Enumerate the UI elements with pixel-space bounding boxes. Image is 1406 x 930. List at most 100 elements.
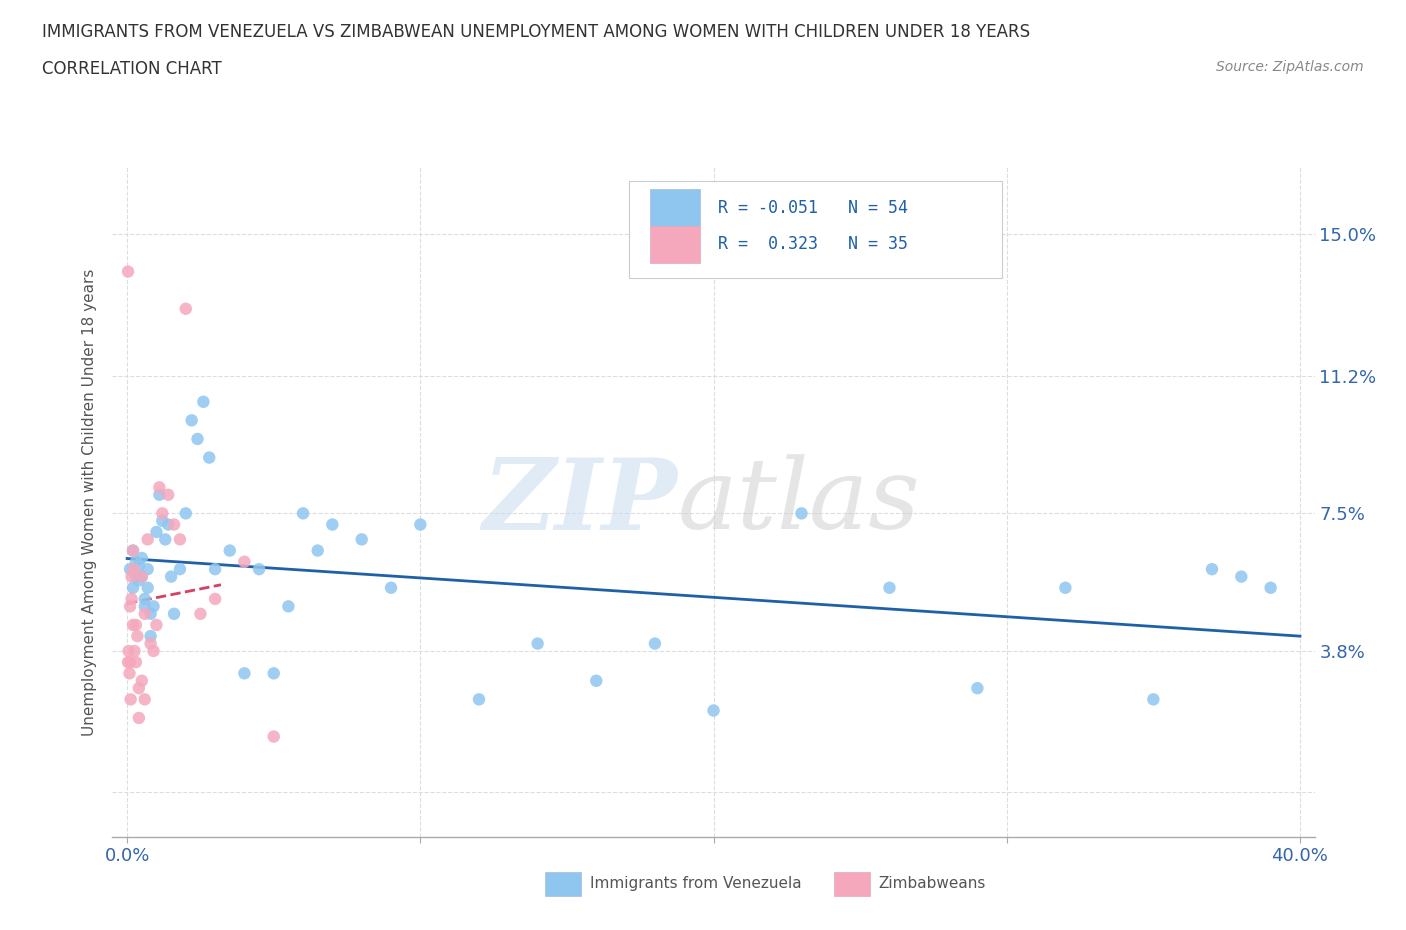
Point <box>131 569 153 584</box>
Point <box>128 681 150 696</box>
Point <box>145 618 167 632</box>
Text: Immigrants from Venezuela: Immigrants from Venezuela <box>589 876 801 891</box>
Point <box>163 517 186 532</box>
Point <box>263 729 285 744</box>
Text: Zimbabweans: Zimbabweans <box>879 876 986 891</box>
Point <box>263 666 285 681</box>
Point <box>121 569 143 584</box>
Point <box>218 543 240 558</box>
Point <box>190 606 212 621</box>
Point <box>879 580 901 595</box>
Point <box>1054 580 1077 595</box>
Point <box>128 711 150 725</box>
Point <box>409 517 432 532</box>
Point <box>1260 580 1282 595</box>
Point <box>127 629 149 644</box>
Point <box>122 618 145 632</box>
Point <box>128 573 150 588</box>
Point <box>117 264 139 279</box>
Point <box>233 554 256 569</box>
Point <box>1142 692 1164 707</box>
Point <box>122 562 145 577</box>
Point <box>136 580 159 595</box>
Point <box>247 562 270 577</box>
Point <box>121 591 143 606</box>
FancyBboxPatch shape <box>650 226 700 263</box>
Point <box>134 591 156 606</box>
Point <box>120 692 142 707</box>
FancyBboxPatch shape <box>650 189 700 226</box>
Point <box>125 554 148 569</box>
Point <box>120 655 142 670</box>
Point <box>468 692 491 707</box>
Text: ZIP: ZIP <box>482 454 678 551</box>
Point <box>157 487 180 502</box>
Point <box>125 618 148 632</box>
Point <box>120 562 142 577</box>
Point <box>169 532 191 547</box>
Point <box>292 506 315 521</box>
Text: Source: ZipAtlas.com: Source: ZipAtlas.com <box>1216 60 1364 74</box>
Point <box>122 580 145 595</box>
Point <box>134 692 156 707</box>
Point <box>142 644 165 658</box>
Point <box>150 513 173 528</box>
Point <box>142 599 165 614</box>
Point <box>122 543 145 558</box>
Text: R =  0.323   N = 35: R = 0.323 N = 35 <box>718 235 908 253</box>
Point <box>157 517 180 532</box>
Y-axis label: Unemployment Among Women with Children Under 18 years: Unemployment Among Women with Children U… <box>82 269 97 736</box>
Point <box>124 644 146 658</box>
Point <box>139 629 162 644</box>
FancyBboxPatch shape <box>630 180 1002 278</box>
FancyBboxPatch shape <box>834 872 870 896</box>
Point <box>155 532 177 547</box>
Point <box>585 673 607 688</box>
Point <box>966 681 988 696</box>
Point <box>148 480 170 495</box>
Point <box>125 569 148 584</box>
Point <box>134 606 156 621</box>
Point <box>526 636 548 651</box>
Point <box>160 569 183 584</box>
Point <box>174 301 197 316</box>
Point <box>117 655 139 670</box>
Point <box>148 487 170 502</box>
Text: atlas: atlas <box>678 455 921 550</box>
Text: R = -0.051   N = 54: R = -0.051 N = 54 <box>718 199 908 217</box>
Point <box>139 636 162 651</box>
Point <box>204 591 226 606</box>
Point <box>136 532 159 547</box>
Point <box>193 394 215 409</box>
Point <box>204 562 226 577</box>
Point <box>702 703 725 718</box>
Point <box>120 599 142 614</box>
Point <box>233 666 256 681</box>
Point <box>277 599 299 614</box>
Point <box>790 506 813 521</box>
Point <box>169 562 191 577</box>
FancyBboxPatch shape <box>546 872 581 896</box>
Point <box>186 432 208 446</box>
Point <box>125 655 148 670</box>
Point <box>1230 569 1253 584</box>
Point <box>134 599 156 614</box>
Point <box>122 543 145 558</box>
Text: IMMIGRANTS FROM VENEZUELA VS ZIMBABWEAN UNEMPLOYMENT AMONG WOMEN WITH CHILDREN U: IMMIGRANTS FROM VENEZUELA VS ZIMBABWEAN … <box>42 23 1031 41</box>
Point <box>145 525 167 539</box>
Point <box>307 543 329 558</box>
Point <box>150 506 173 521</box>
Point <box>131 569 153 584</box>
Point <box>128 558 150 573</box>
Point <box>139 606 162 621</box>
Point <box>180 413 202 428</box>
Point <box>136 562 159 577</box>
Point <box>131 673 153 688</box>
Point <box>131 551 153 565</box>
Point <box>350 532 373 547</box>
Text: CORRELATION CHART: CORRELATION CHART <box>42 60 222 78</box>
Point <box>644 636 666 651</box>
Point <box>174 506 197 521</box>
Point <box>380 580 402 595</box>
Point <box>198 450 221 465</box>
